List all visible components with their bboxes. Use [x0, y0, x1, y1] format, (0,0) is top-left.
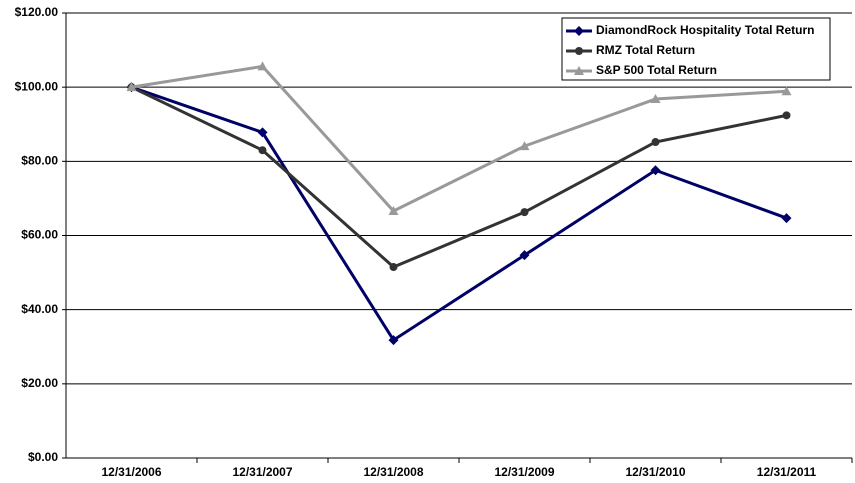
marker — [520, 208, 529, 217]
y-tick-label: $40.00 — [21, 302, 58, 316]
series-line — [131, 85, 788, 343]
marker — [257, 127, 268, 138]
marker — [574, 66, 584, 75]
y-tick-label: $20.00 — [21, 376, 58, 390]
legend-box — [561, 17, 831, 81]
y-tick-label: $100.00 — [15, 79, 59, 93]
marker — [258, 146, 267, 155]
marker — [519, 141, 530, 151]
legend-label: DiamondRock Hospitality Total Return — [596, 23, 814, 37]
marker — [781, 213, 792, 224]
x-tick-label: 12/31/2006 — [101, 465, 161, 479]
legend-label: RMZ Total Return — [596, 43, 695, 57]
marker — [782, 111, 791, 120]
marker — [575, 47, 583, 55]
x-tick-label: 12/31/2011 — [757, 465, 817, 479]
y-tick-label: $0.00 — [28, 450, 58, 464]
marker — [574, 26, 584, 36]
marker — [650, 94, 661, 104]
marker — [781, 86, 792, 96]
x-tick-label: 12/31/2007 — [232, 465, 292, 479]
marker — [519, 250, 530, 261]
series-line — [130, 85, 787, 269]
marker — [389, 263, 398, 272]
legend-label: S&P 500 Total Return — [596, 63, 717, 77]
x-tick-label: 12/31/2009 — [494, 465, 554, 479]
marker — [650, 165, 661, 176]
y-tick-label: $120.00 — [15, 5, 59, 19]
marker — [388, 335, 399, 346]
series-line — [131, 64, 787, 213]
marker — [651, 138, 660, 147]
y-tick-label: $60.00 — [21, 228, 58, 242]
y-tick-label: $80.00 — [21, 154, 58, 168]
x-tick-label: 12/31/2010 — [625, 465, 685, 479]
marker — [126, 82, 137, 92]
x-tick-label: 12/31/2008 — [363, 465, 423, 479]
marker — [388, 206, 399, 216]
marker — [257, 61, 268, 71]
